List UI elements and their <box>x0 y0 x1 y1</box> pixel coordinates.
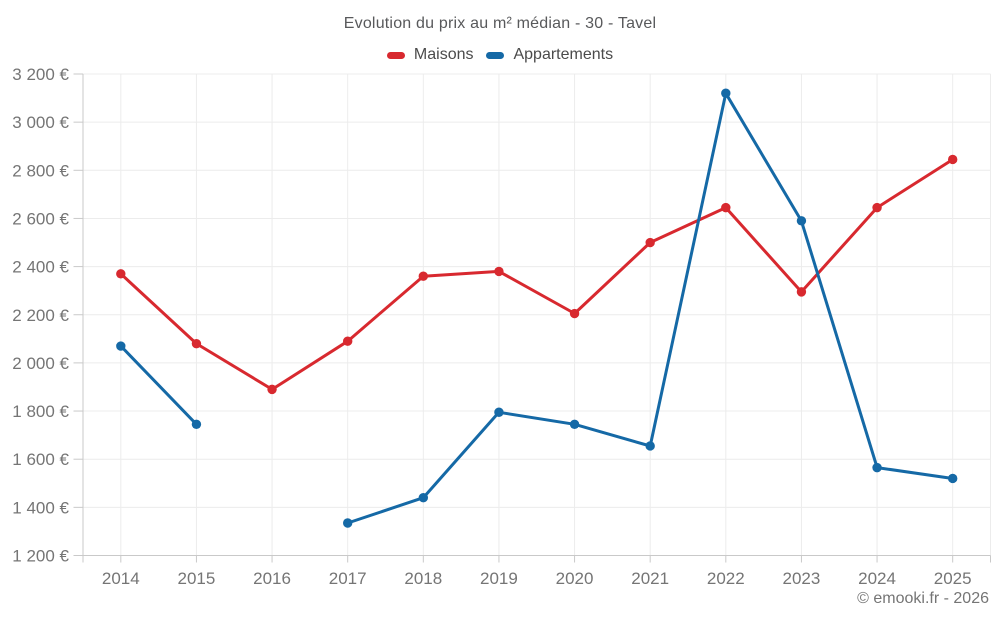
copyright-credit: © emooki.fr - 2026 <box>857 590 989 607</box>
chart-legend: Maisons Appartements <box>0 46 1000 64</box>
legend-swatch-maisons <box>386 51 405 59</box>
legend-label: Maisons <box>413 46 474 63</box>
y-axis-label: 1 600 € <box>12 450 69 469</box>
data-point-appartements-2015 <box>191 419 202 429</box>
y-axis-label: 2 200 € <box>12 306 69 325</box>
y-axis-label: 2 000 € <box>12 354 69 373</box>
x-axis-label: 2018 <box>404 569 442 588</box>
data-point-maisons-2022 <box>721 202 731 213</box>
data-point-appartements-2019 <box>494 407 504 417</box>
data-point-maisons-2018 <box>418 271 429 281</box>
chart-title: Evolution du prix au m² médian - 30 - Ta… <box>343 15 657 32</box>
x-axis-label: 2020 <box>556 569 594 588</box>
y-axis-label: 2 600 € <box>12 209 69 228</box>
data-point-maisons-2014 <box>116 269 126 279</box>
data-point-maisons-2024 <box>872 202 882 213</box>
legend-label: Appartements <box>513 46 614 63</box>
x-axis-label: 2025 <box>934 569 972 588</box>
data-point-appartements-2022 <box>721 88 731 98</box>
y-axis-label: 3 200 € <box>12 65 69 84</box>
x-axis-label: 2023 <box>783 569 821 588</box>
data-point-maisons-2015 <box>191 338 202 349</box>
data-point-appartements-2020 <box>569 419 580 429</box>
x-axis-label: 2022 <box>707 569 745 588</box>
data-point-appartements-2021 <box>645 441 655 451</box>
legend-item-appartements[interactable]: Appartements <box>486 46 613 64</box>
x-axis-label: 2019 <box>480 569 518 588</box>
data-point-maisons-2021 <box>645 237 655 248</box>
series-line-appartements <box>119 91 955 525</box>
y-axis-label: 3 000 € <box>12 113 69 132</box>
data-point-appartements-2025 <box>947 473 958 484</box>
x-axis-label: 2015 <box>178 569 216 588</box>
data-point-maisons-2023 <box>796 287 807 297</box>
x-axis-label: 2016 <box>253 569 291 588</box>
data-point-maisons-2020 <box>569 308 580 319</box>
data-point-appartements-2023 <box>796 216 807 226</box>
y-axis-label: 1 200 € <box>12 547 69 566</box>
y-axis-label: 2 400 € <box>12 258 69 277</box>
legend-swatch-appartements <box>486 51 505 59</box>
data-point-maisons-2025 <box>947 154 958 165</box>
x-axis-label: 2014 <box>102 569 140 588</box>
x-axis-label: 2017 <box>329 569 367 588</box>
data-point-maisons-2019 <box>494 266 504 277</box>
data-point-maisons-2017 <box>342 336 353 346</box>
legend-item-maisons[interactable]: Maisons <box>386 46 474 64</box>
x-axis-label: 2024 <box>858 569 896 588</box>
y-axis-label: 1 800 € <box>12 402 69 421</box>
x-axis-label: 2021 <box>631 569 669 588</box>
y-axis-label: 1 400 € <box>12 498 69 517</box>
series-line-maisons <box>119 158 955 391</box>
data-point-appartements-2017 <box>342 518 353 528</box>
data-point-appartements-2018 <box>418 493 429 503</box>
data-point-appartements-2014 <box>116 341 126 351</box>
data-point-maisons-2016 <box>267 384 277 395</box>
y-axis-label: 2 800 € <box>12 161 69 180</box>
data-point-appartements-2024 <box>872 462 882 473</box>
